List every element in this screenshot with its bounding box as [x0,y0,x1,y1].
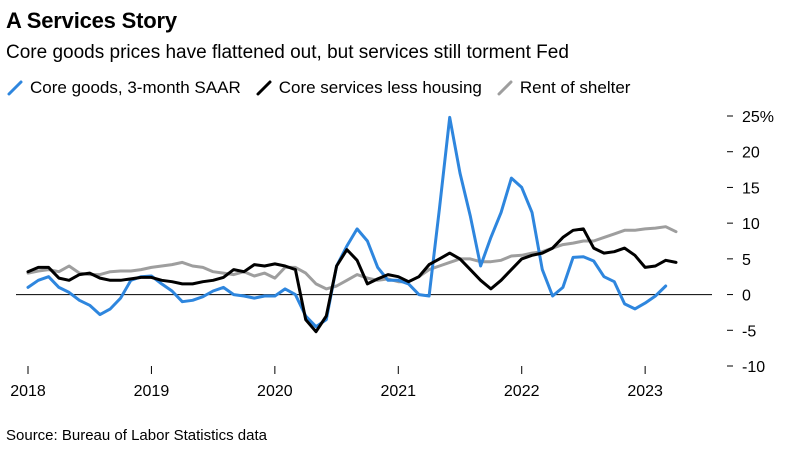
x-tick-label: 2021 [380,383,416,400]
series-line-core-goods-3-month-saar [26,115,668,329]
x-tick-label: 2023 [627,383,663,400]
legend-item-core-goods: Core goods, 3-month SAAR [6,78,241,98]
x-tick-label: 2020 [257,383,293,400]
y-tick-label: 5 [742,252,751,269]
legend-item-core-services: Core services less housing [255,78,482,98]
legend-swatch-core-services [256,80,272,96]
y-tick-label: 0 [742,288,751,305]
legend-label-core-goods: Core goods, 3-month SAAR [30,78,241,97]
y-tick-label: 15 [742,180,760,197]
legend-label-core-services: Core services less housing [278,78,482,97]
series-line-core-services-less-housing [26,227,678,334]
y-tick-label: -10 [742,359,765,376]
legend-swatch-core-goods [7,80,23,96]
line-chart: 25% 20 15 10 5 0 -5 -10 2018 2019 2020 2021 2022 2023 [10,109,774,400]
source-note: Source: Bureau of Labor Statistics data [6,427,267,444]
chart-subtitle: Core goods prices have flattened out, bu… [6,42,569,63]
series-line-rent-of-shelter [26,225,678,291]
legend-item-rent-of-shelter: Rent of shelter [496,78,631,98]
y-tick-label: 25% [742,109,774,126]
x-tick-label: 2019 [134,383,170,400]
chart-title: A Services Story [6,8,177,33]
y-tick-label: 10 [742,216,760,233]
legend-swatch-rent-of-shelter [497,80,513,96]
y-tick-label: 20 [742,145,760,162]
legend: Core goods, 3-month SAAR Core services l… [6,76,644,100]
y-tick-label: -5 [742,323,756,340]
x-tick-label: 2022 [504,383,540,400]
legend-label-rent-of-shelter: Rent of shelter [519,78,631,97]
x-tick-label: 2018 [10,383,46,400]
